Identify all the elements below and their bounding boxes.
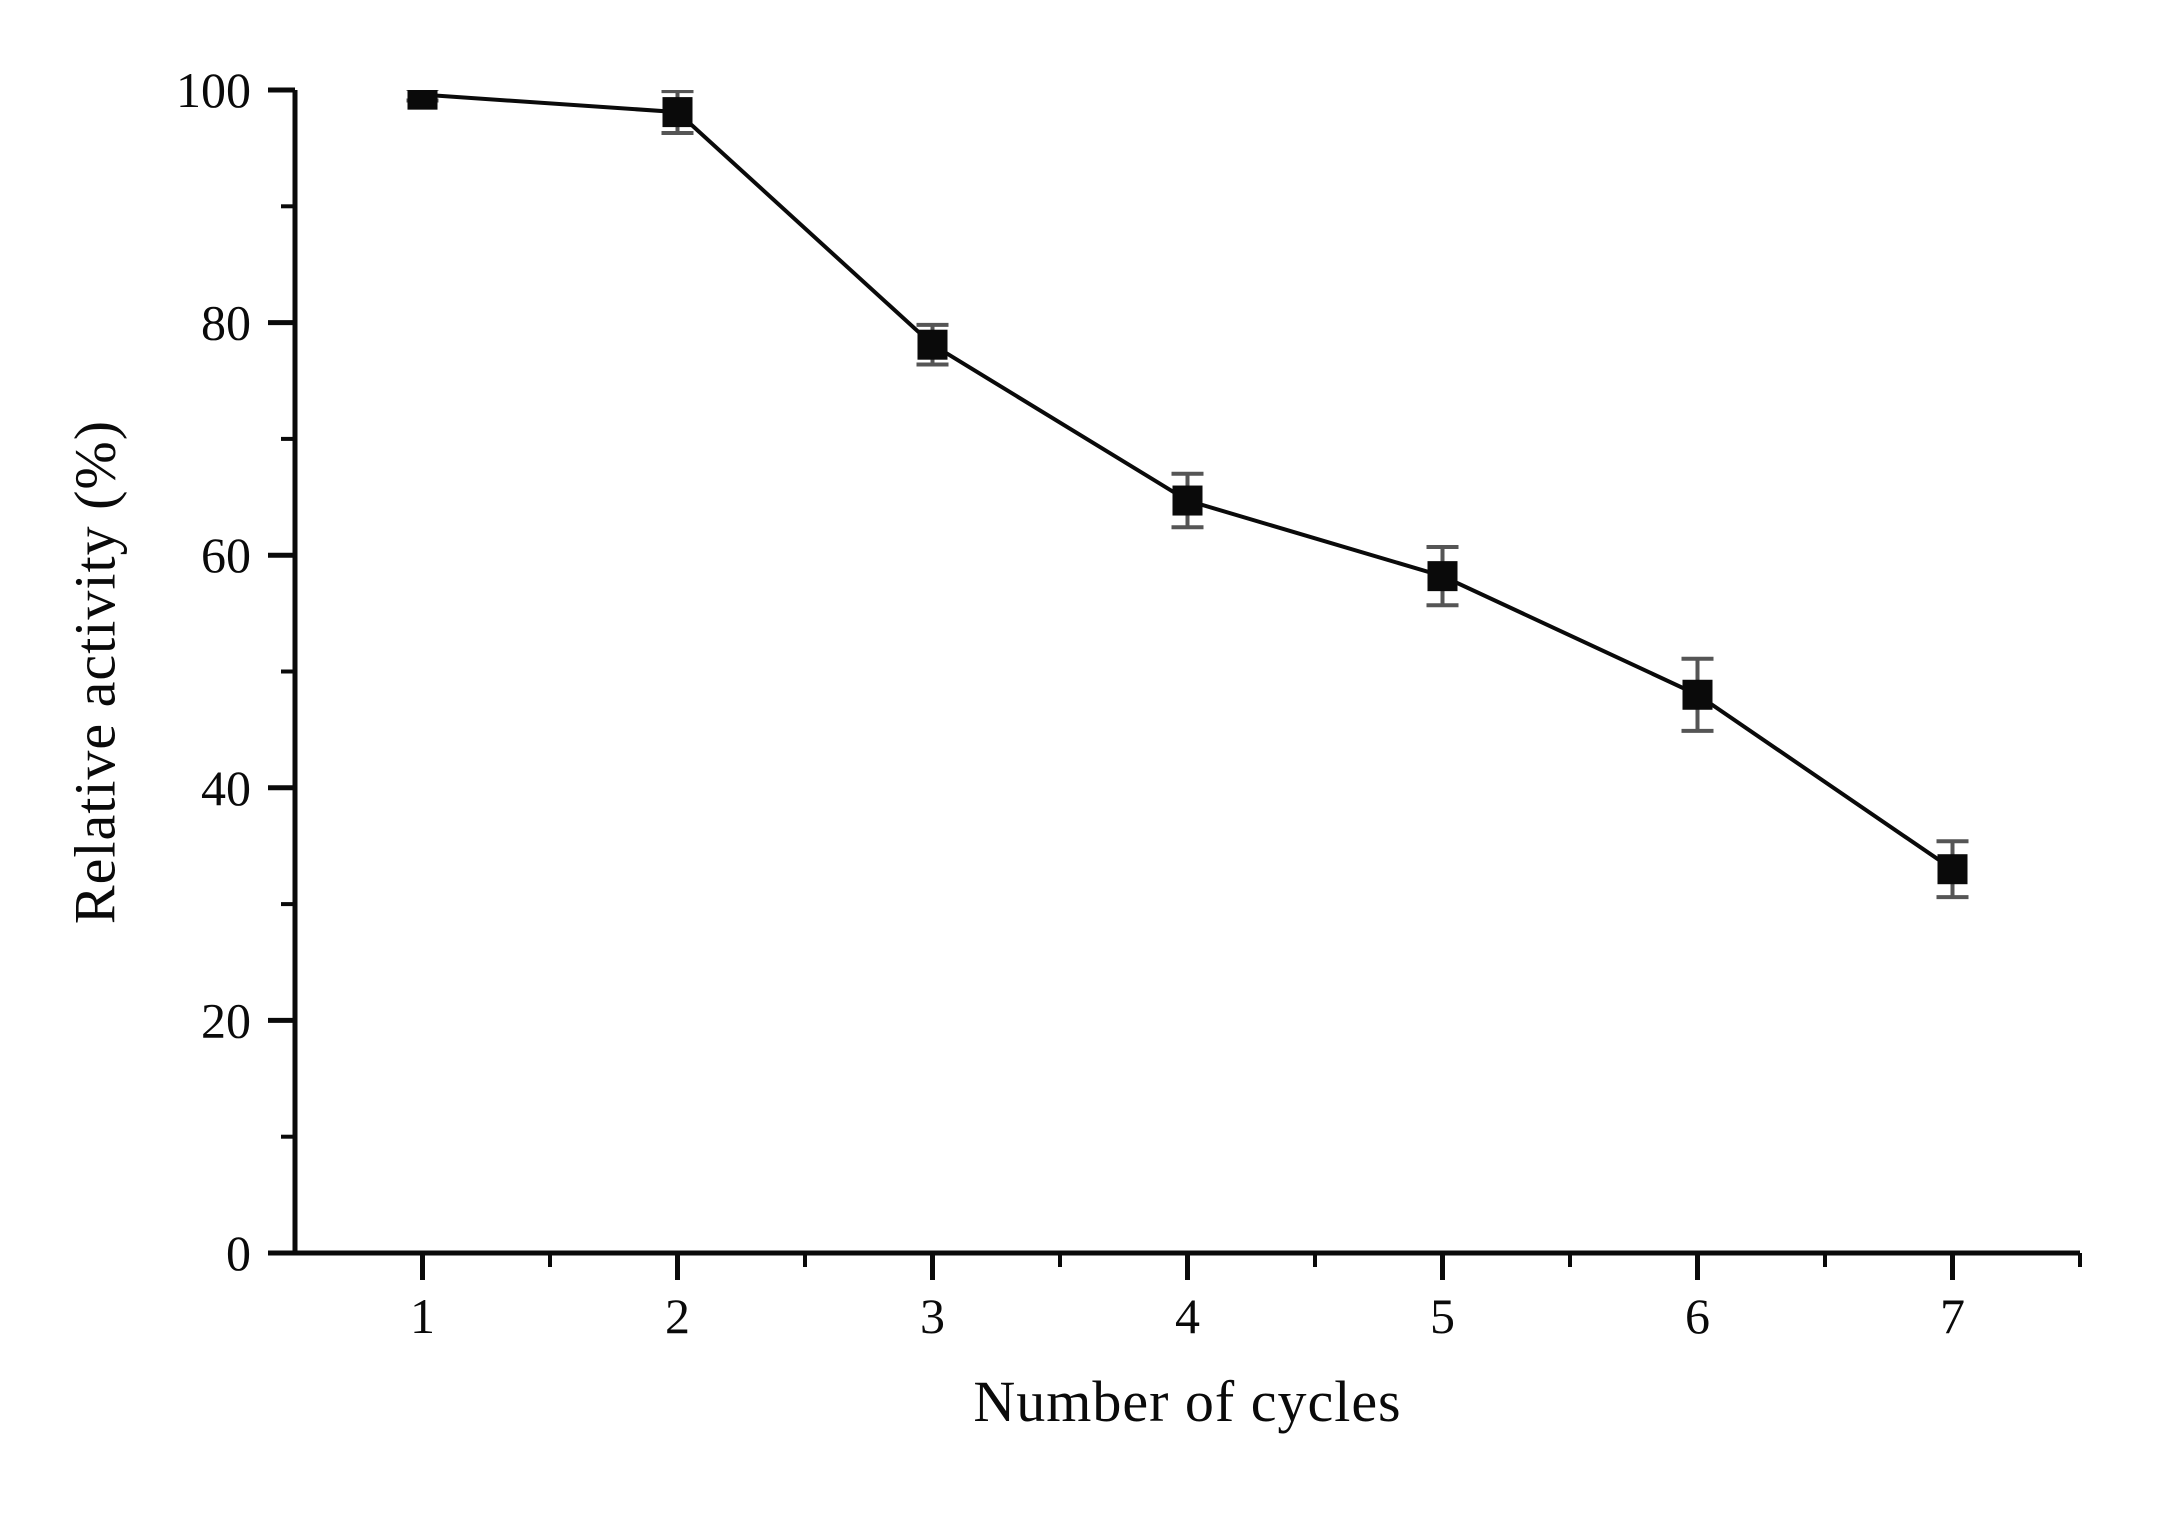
- data-point-marker: [1427, 561, 1458, 592]
- x-tick-label: 5: [1430, 1288, 1455, 1344]
- data-point-marker: [662, 97, 693, 128]
- y-tick-label: 0: [226, 1225, 251, 1281]
- x-tick-label: 2: [665, 1288, 690, 1344]
- x-tick-label: 1: [410, 1288, 435, 1344]
- data-point-marker: [1937, 854, 1968, 885]
- x-tick-label: 7: [1940, 1288, 1965, 1344]
- data-point-marker: [917, 329, 948, 360]
- y-tick-label: 60: [201, 527, 251, 583]
- data-point-marker: [407, 90, 438, 110]
- data-point-marker: [1172, 485, 1203, 516]
- x-tick-label: 4: [1175, 1288, 1200, 1344]
- y-tick-label: 80: [201, 295, 251, 351]
- plot-area: [406, 90, 1969, 900]
- data-point-marker: [1682, 679, 1713, 710]
- y-tick-label: 20: [201, 992, 251, 1048]
- y-axis-title: Relative activity (%): [62, 419, 128, 925]
- x-tick-label: 6: [1685, 1288, 1710, 1344]
- axes: [292, 90, 2080, 1256]
- y-tick-label: 40: [201, 760, 251, 816]
- x-tick-label: 3: [920, 1288, 945, 1344]
- y-tick-label: 100: [176, 62, 251, 118]
- x-axis-title: Number of cycles: [973, 1369, 1402, 1434]
